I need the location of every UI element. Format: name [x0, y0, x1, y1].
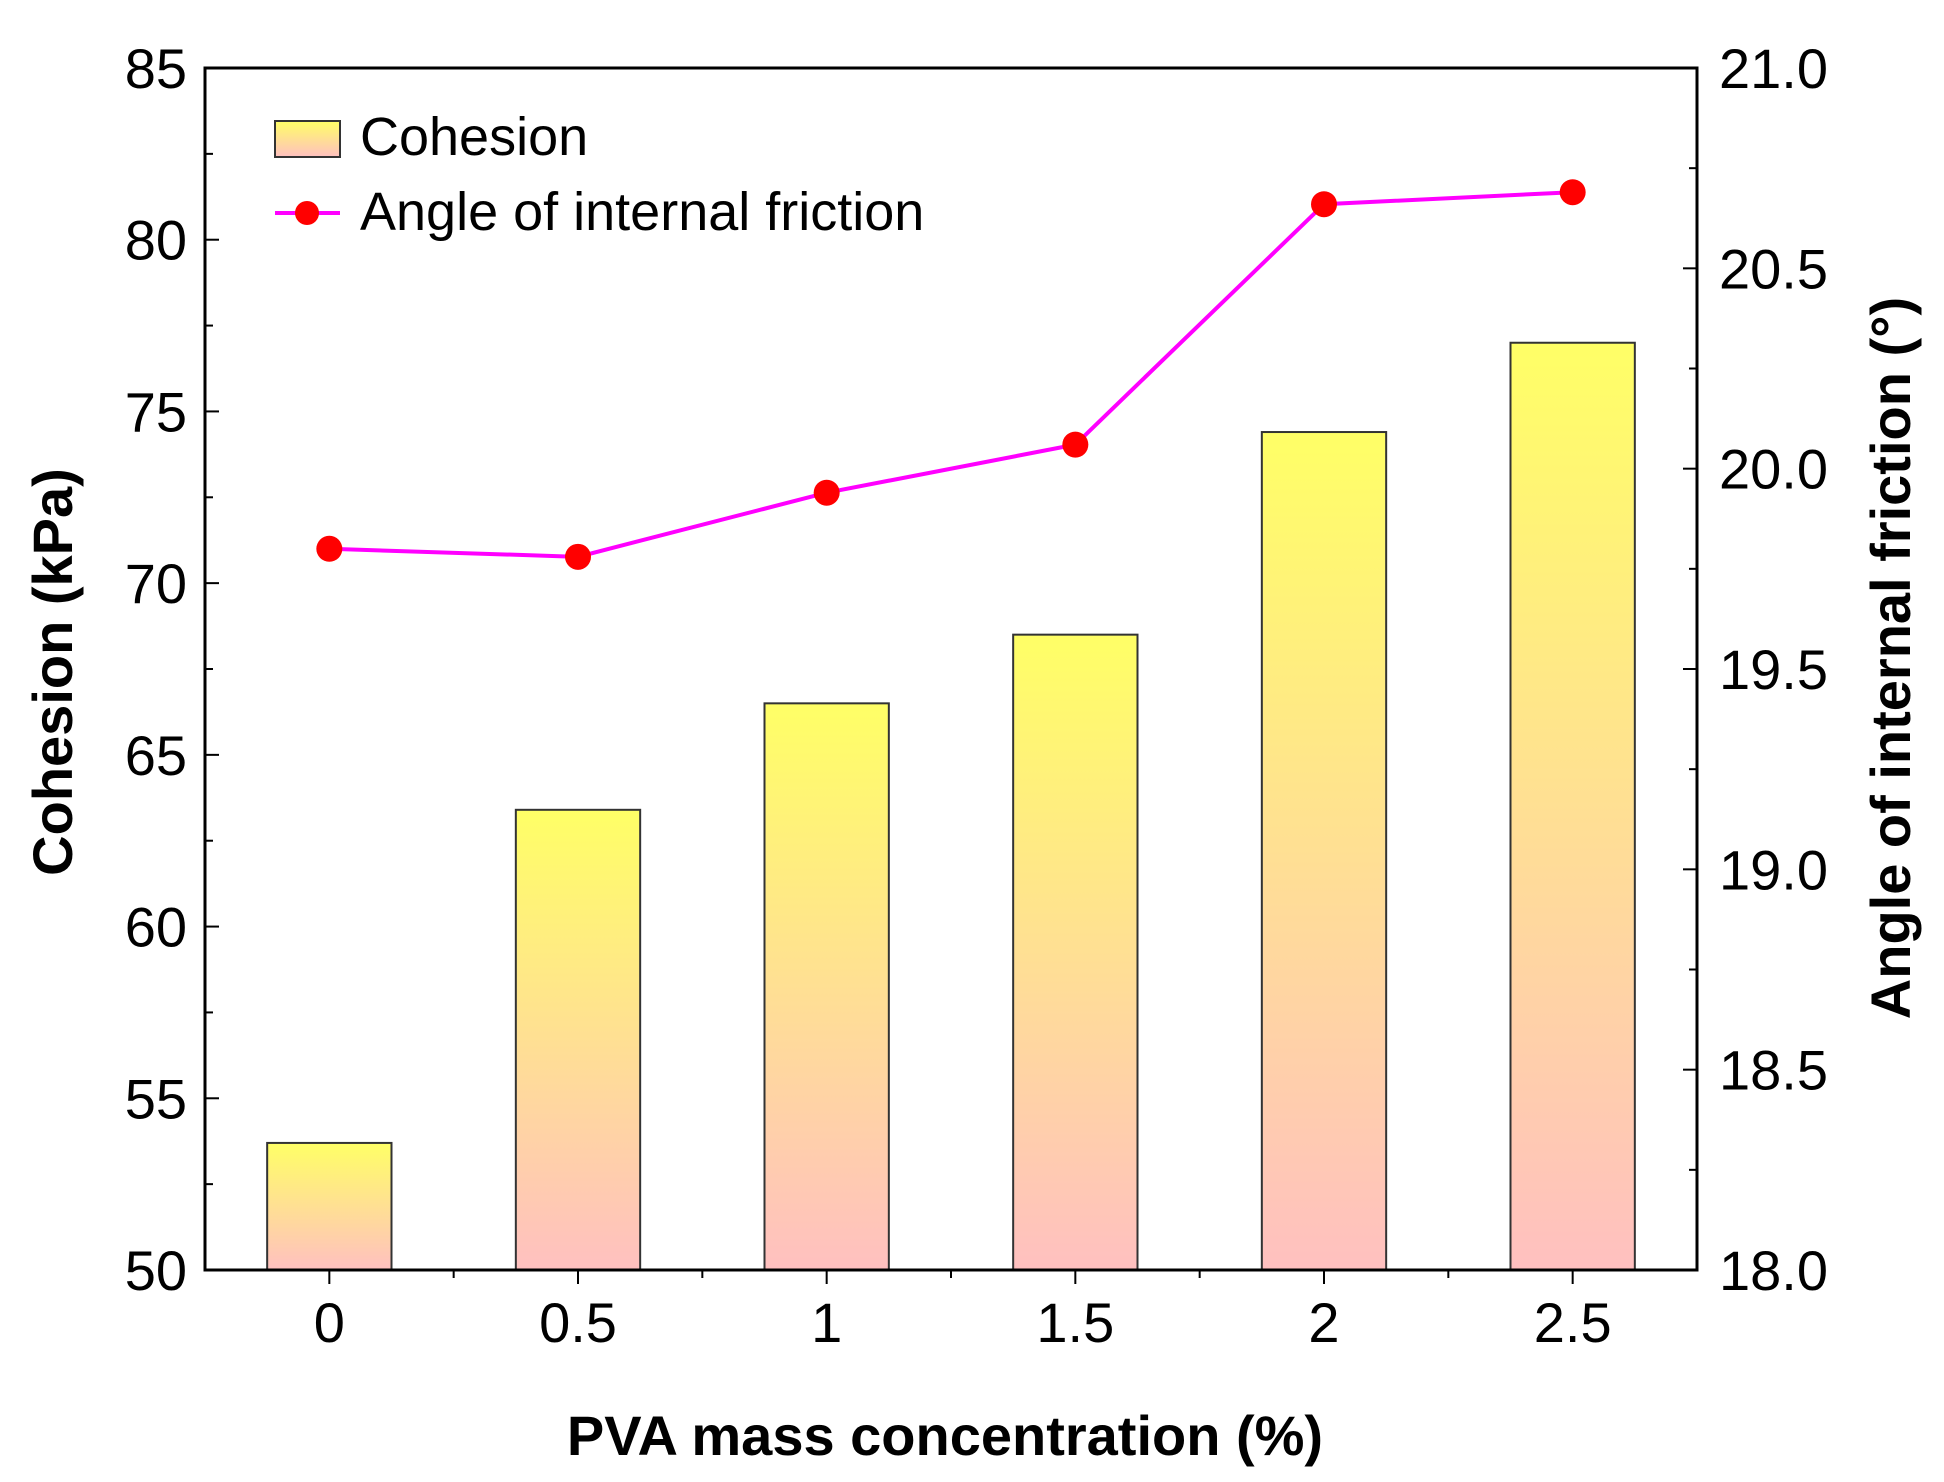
bar-cohesion-1	[763, 702, 890, 1271]
right-tick-label-18.5: 18.5	[1719, 1039, 1828, 1102]
bar-cohesion-2	[1260, 431, 1388, 1271]
legend-swatch-cohesion	[274, 120, 341, 158]
left-tick-label-60: 60	[125, 896, 187, 959]
bar-cohesion-0	[266, 1141, 393, 1271]
right-tick-label-18.0: 18.0	[1719, 1239, 1828, 1302]
point-friction-2.5	[1559, 179, 1586, 206]
legend: Cohesion Angle of internal friction	[274, 107, 924, 242]
x-tick-label-1: 1	[811, 1291, 842, 1354]
right-tick-label-20.5: 20.5	[1719, 237, 1828, 300]
bar-cohesion-0.5	[514, 808, 642, 1271]
point-friction-1.5	[1062, 431, 1089, 458]
legend-label-friction: Angle of internal friction	[360, 182, 924, 242]
bar-cohesion-2.5	[1509, 341, 1636, 1271]
point-friction-1	[813, 479, 840, 506]
left-tick-label-80: 80	[125, 209, 187, 272]
right-tick-label-20.0: 20.0	[1719, 438, 1828, 501]
point-friction-0	[316, 535, 343, 562]
x-tick-label-0: 0	[314, 1291, 345, 1354]
right-tick-label-19.0: 19.0	[1719, 838, 1828, 901]
left-tick-label-75: 75	[125, 380, 187, 443]
left-tick-label-55: 55	[125, 1067, 187, 1130]
legend-label-cohesion: Cohesion	[360, 107, 588, 167]
x-tick-label-2.5: 2.5	[1534, 1291, 1612, 1354]
legend-marker-friction	[295, 201, 319, 225]
point-friction-2	[1311, 191, 1337, 218]
x-tick-label-1.5: 1.5	[1036, 1291, 1114, 1354]
bar-cohesion-1.5	[1012, 633, 1139, 1271]
x-axis-title: PVA mass concentration (%)	[567, 1404, 1323, 1467]
right-tick-label-21.0: 21.0	[1719, 37, 1828, 100]
plot-frame	[203, 66, 1699, 1272]
right-tick-label-19.5: 19.5	[1719, 638, 1828, 701]
line-angle-of-internal-friction	[329, 190, 1573, 559]
left-y-axis-title: Cohesion (kPa)	[21, 468, 84, 876]
left-tick-label-65: 65	[125, 724, 187, 787]
x-tick-label-0.5: 0.5	[539, 1291, 617, 1354]
point-friction-0.5	[565, 543, 591, 570]
right-y-axis-title: Angle of internal friction (°)	[1859, 297, 1922, 1019]
x-tick-label-2: 2	[1308, 1291, 1339, 1354]
left-tick-label-50: 50	[125, 1239, 187, 1302]
left-tick-label-85: 85	[125, 37, 187, 100]
left-tick-label-70: 70	[125, 552, 187, 615]
